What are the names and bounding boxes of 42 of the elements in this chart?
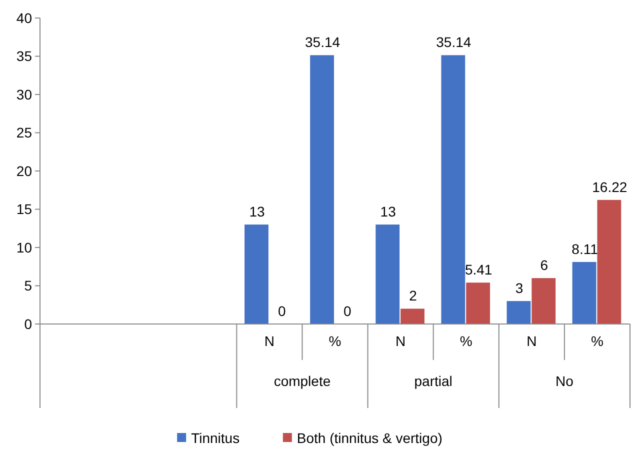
legend-label: Both (tinnitus & vertigo) <box>296 430 442 446</box>
text: complete <box>274 373 331 389</box>
data-label: 3 <box>515 280 524 296</box>
legend-label: Tinnitus <box>191 430 240 446</box>
data-label: 13 <box>380 204 396 220</box>
bar <box>244 224 268 324</box>
data-label: 0 <box>344 303 352 319</box>
y-tick-label: 40 <box>16 10 32 26</box>
text: No <box>555 373 574 389</box>
y-tick-label: 0 <box>24 316 32 332</box>
data-label: 35.14 <box>305 34 340 50</box>
data-label: 35.14 <box>436 34 472 50</box>
bar <box>466 282 490 324</box>
bar <box>532 278 556 324</box>
data-label: 13 <box>249 204 265 220</box>
y-tick-label: 35 <box>16 48 32 64</box>
y-tick-label: 30 <box>16 86 32 102</box>
data-label: 16.22 <box>592 178 628 195</box>
data-label: 8.11 <box>572 240 598 257</box>
data-label: 0 <box>278 303 286 319</box>
x-tick-label: N <box>264 333 275 349</box>
y-tick-label: 5 <box>24 278 32 294</box>
bar <box>376 224 400 324</box>
bar <box>400 308 424 324</box>
bar <box>597 200 622 324</box>
text: partial <box>414 373 452 389</box>
y-tick-label: 10 <box>16 239 32 256</box>
data-label: 2 <box>409 288 418 304</box>
y-tick-label: 25 <box>16 124 32 141</box>
x-tick-label: N <box>395 333 406 349</box>
bar <box>441 55 466 324</box>
bar <box>506 301 531 324</box>
bar <box>310 55 334 324</box>
y-tick-label: 15 <box>16 201 32 218</box>
bar <box>572 262 596 324</box>
x-tick-label: N <box>526 333 537 349</box>
x-tick-label: % <box>590 333 604 349</box>
x-tick-label: % <box>460 333 472 349</box>
data-label: 6 <box>540 257 548 274</box>
x-tick-label: % <box>328 333 342 349</box>
y-tick-label: 20 <box>16 162 32 179</box>
data-label: 5.41 <box>464 262 492 278</box>
